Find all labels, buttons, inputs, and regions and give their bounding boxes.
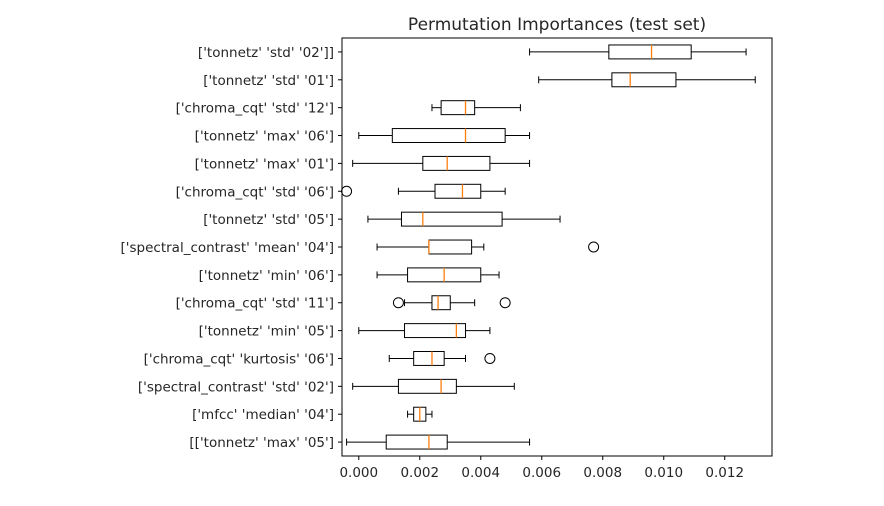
box [422,155,491,171]
x-tick-label: 0.006 [522,465,561,481]
y-tick-label: ['chroma_cqt' 'std' '12'] [176,101,334,117]
y-tick-label: ['tonnetz' 'std' '05'] [203,212,334,228]
box [608,44,692,60]
y-tick-label: ['tonnetz' 'min' '06'] [199,268,334,284]
plot-area: ['tonnetz' 'std' '02']] ['tonnetz' 'std' … [121,44,756,481]
y-tick-label: ['chroma_cqt' 'kurtosis' '06'] [144,351,334,367]
y-tick-label: ['spectral_contrast' 'mean' '04'] [121,240,334,256]
box [391,128,506,143]
axes-frame [341,37,773,457]
outlier-point [484,352,496,364]
box [413,351,445,366]
box [385,434,448,450]
box [404,323,467,339]
y-tick-label: ['spectral_contrast' 'std' '02'] [138,379,334,395]
chart-title: Permutation Importances (test set) [408,15,706,35]
y-tick-label: ['tonnetz' 'min' '05'] [199,324,334,340]
outlier-point [499,297,511,309]
y-tick-label: ['mfcc' 'median' '04'] [192,407,334,423]
x-tick-label: 0.008 [583,465,622,481]
y-tick-label: ['chroma_cqt' 'std' '06'] [176,184,334,200]
y-tick-label: ['tonnetz' 'std' '01'] [203,73,334,89]
box [400,211,503,227]
y-tick-label: ['chroma_cqt' 'std' '11'] [176,296,334,312]
x-tick-label: 0.004 [461,465,500,481]
x-tick-label: 0.000 [339,465,378,481]
box [434,183,482,199]
y-tick-label: ['tonnetz' 'max' '06'] [195,129,334,145]
x-tick-label: 0.010 [644,465,683,481]
y-tick-label: [['tonnetz' 'max' '05'] [189,435,334,451]
y-tick-label: ['tonnetz' 'max' '01'] [195,156,334,172]
box [431,295,451,311]
box [397,378,457,394]
x-tick-label: 0.012 [705,465,744,481]
outlier-point [588,241,600,253]
outlier-point [392,297,404,309]
box [440,100,476,116]
x-tick-label: 0.002 [400,465,439,481]
y-tick-label: ['tonnetz' 'std' '02']] [198,45,334,61]
box [611,72,677,88]
